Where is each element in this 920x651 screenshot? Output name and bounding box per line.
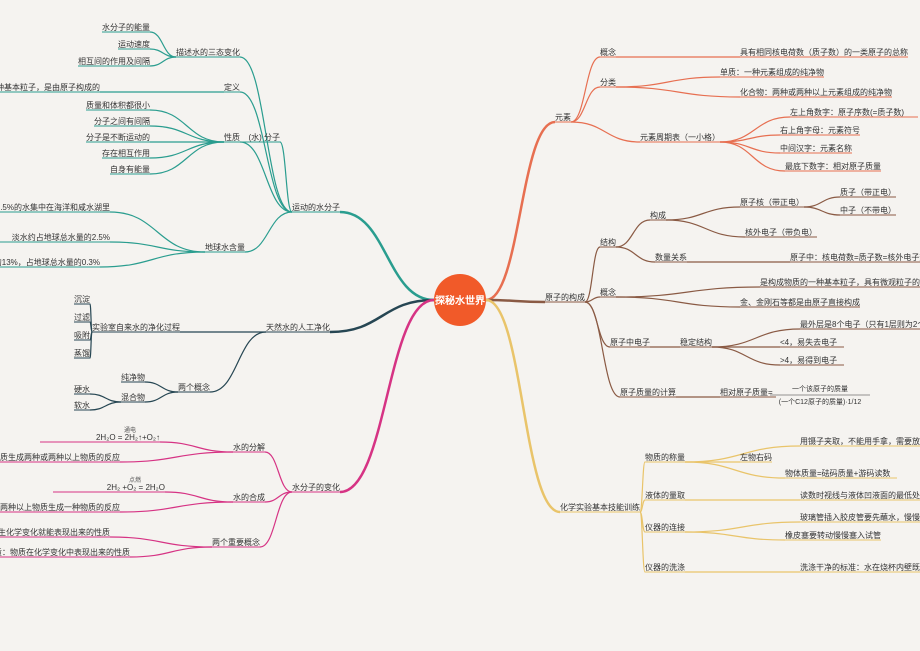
branch-node: 分子是构成物质的一种基本粒子，是由原子构成的 bbox=[0, 82, 100, 92]
branch-node: 元素周期表（一小格） bbox=[640, 132, 720, 142]
branch-node: 分子之间有间隔 bbox=[94, 116, 150, 126]
branch-node: 物体质量=砝码质量+游码读数 bbox=[785, 468, 890, 478]
main-branch-right1: 元素 bbox=[555, 112, 571, 122]
branch-node: 描述水的三态变化 bbox=[176, 47, 240, 57]
branch-node: 化合物：两种或两种以上元素组成的纯净物 bbox=[740, 87, 892, 97]
branch-node: 左物右码 bbox=[740, 452, 772, 462]
branch-node: 性质 bbox=[224, 132, 240, 142]
branch-node: 稳定结构 bbox=[680, 337, 712, 347]
branch-node: >4，易得到电子 bbox=[780, 355, 837, 365]
main-branch-right3: 化学实验基本技能训练 bbox=[560, 502, 640, 512]
branch-node: 实验室自来水的净化过程 bbox=[92, 322, 180, 332]
branch-node: 自身有能量 bbox=[110, 164, 150, 174]
branch-node: 概念 bbox=[600, 287, 616, 297]
branch-node: 质子（带正电） bbox=[840, 187, 896, 197]
branch-node: 硬水 bbox=[74, 384, 90, 394]
branch-node: 地球上97.5%的水集中在海洋和咸水湖里 bbox=[0, 202, 110, 212]
branch-node: 玻璃管插入胶皮管要先蘸水，慢慢转动插入 bbox=[800, 512, 920, 522]
branch-node: 淡水约占地球总水量的2.5% bbox=[12, 232, 110, 242]
branch-node: 仪器的连接 bbox=[645, 522, 685, 532]
branch-node: 单质：一种元素组成的纯净物 bbox=[720, 67, 824, 77]
branch-node: 数量关系 bbox=[655, 252, 687, 262]
branch-node: 左上角数字：原子序数(=质子数) bbox=[790, 107, 904, 117]
branch-node: 质量和体积都很小 bbox=[86, 100, 150, 110]
branch-node: 分类 bbox=[600, 77, 616, 87]
main-branch-left1: 运动的水分子 bbox=[292, 202, 340, 212]
branch-node: 蒸馏 bbox=[74, 348, 90, 358]
branch-node: 人类可用的淡水占总淡水量的13%，占地球总水量的0.3% bbox=[0, 257, 100, 267]
branch-node: 物理性质：物质不需要发生化学变化就能表现出来的性质 bbox=[0, 527, 110, 537]
branch-node: 中子（不带电） bbox=[840, 205, 896, 215]
branch-node: 软水 bbox=[74, 400, 90, 410]
branch-node: 相互间的作用及间隔 bbox=[78, 56, 150, 66]
svg-text:点燃: 点燃 bbox=[129, 476, 141, 484]
branch-node: 是构成物质的一种基本粒子，具有微观粒子的一般性质 bbox=[760, 277, 920, 287]
branch-node: 相对原子质量= bbox=[720, 387, 773, 397]
branch-node: 仪器的洗涤 bbox=[645, 562, 685, 572]
branch-node: 过滤 bbox=[74, 312, 90, 322]
branch-node: 两个重要概念 bbox=[212, 537, 260, 547]
branch-node: 水的分解 bbox=[233, 442, 265, 452]
main-branch-right2: 原子的构成 bbox=[545, 292, 585, 302]
branch-node: 原子核（带正电） bbox=[740, 197, 804, 207]
branch-node: 两个概念 bbox=[178, 382, 210, 392]
branch-node: 用镊子夹取，不能用手拿，需要放在烧杯或纸片上 bbox=[800, 436, 920, 446]
branch-node: 物质的称量 bbox=[645, 452, 685, 462]
branch-node: (水) 分子 bbox=[248, 132, 280, 142]
branch-node: 纯净物 bbox=[121, 372, 145, 382]
branch-node: 存在相互作用 bbox=[102, 148, 150, 158]
branch-node: 2H₂O = 2H₂↑+O₂↑ bbox=[96, 433, 160, 442]
svg-text:一个该原子的质量: 一个该原子的质量 bbox=[792, 384, 848, 393]
branch-node: 最外层是8个电子（只有1层则为2个电子） bbox=[800, 319, 920, 329]
branch-node: 化学性质：物质在化学变化中表现出来的性质 bbox=[0, 547, 130, 557]
branch-node: 读数时视线与液体凹液面的最低处保持水平 bbox=[800, 490, 920, 500]
branch-node: 地球水含量 bbox=[205, 242, 245, 252]
branch-node: 右上角字母：元素符号 bbox=[780, 125, 860, 135]
branch-node: 液体的量取 bbox=[645, 490, 685, 500]
branch-node: 具有相同核电荷数（质子数）的一类原子的总称 bbox=[740, 47, 908, 57]
branch-node: 运动速度 bbox=[118, 39, 150, 49]
branch-node: 混合物 bbox=[121, 392, 145, 402]
branch-node: 构成 bbox=[650, 210, 666, 220]
branch-node: 水分子的能量 bbox=[102, 22, 150, 32]
branch-node: 核外电子（带负电） bbox=[745, 227, 817, 237]
branch-node: 橡皮塞要转动慢慢塞入试管 bbox=[785, 530, 881, 540]
center-label: 探秘水世界 bbox=[435, 294, 485, 307]
branch-node: 2H₂ +O₂ = 2H₂O bbox=[107, 483, 165, 492]
branch-node: 最底下数字：相对原子质量 bbox=[785, 161, 881, 171]
branch-node: 原子中：核电荷数=质子数=核外电子数 bbox=[790, 252, 920, 262]
branch-node: 沉淀 bbox=[74, 294, 90, 304]
branch-node: 中间汉字：元素名称 bbox=[780, 143, 852, 153]
main-branch-left3: 水分子的变化 bbox=[292, 482, 340, 492]
branch-node: 定义 bbox=[224, 82, 240, 92]
svg-text:(一个C12原子的质量)·1/12: (一个C12原子的质量)·1/12 bbox=[779, 397, 862, 406]
branch-node: 结构 bbox=[600, 237, 616, 247]
branch-node: 原子质量的计算 bbox=[620, 387, 676, 397]
branch-node: 化合反应：由两种或两种以上物质生成一种物质的反应 bbox=[0, 502, 120, 512]
branch-node: 金、金刚石等都是由原子直接构成 bbox=[740, 297, 860, 307]
main-branch-left2: 天然水的人工净化 bbox=[266, 322, 330, 332]
branch-node: 水的合成 bbox=[233, 492, 265, 502]
branch-node: 分子是不断运动的 bbox=[86, 132, 150, 142]
branch-node: 吸附 bbox=[74, 330, 90, 340]
branch-node: 洗涤干净的标准：水在烧杯内壁既不聚成水滴，也不成股留下 bbox=[800, 562, 920, 572]
mindmap-canvas: 探秘水世界 运动的水分子 描述水的三态变化 水分子的能量运动速度相互间的作用及间隔定义… bbox=[0, 0, 920, 651]
branch-node: 原子中电子 bbox=[610, 337, 650, 347]
branch-node: <4，易失去电子 bbox=[780, 337, 837, 347]
svg-text:通电: 通电 bbox=[124, 426, 136, 434]
branch-node: 概念 bbox=[600, 47, 616, 57]
branch-node: 分解反应：由一种物质生成两种或两种以上物质的反应 bbox=[0, 452, 120, 462]
